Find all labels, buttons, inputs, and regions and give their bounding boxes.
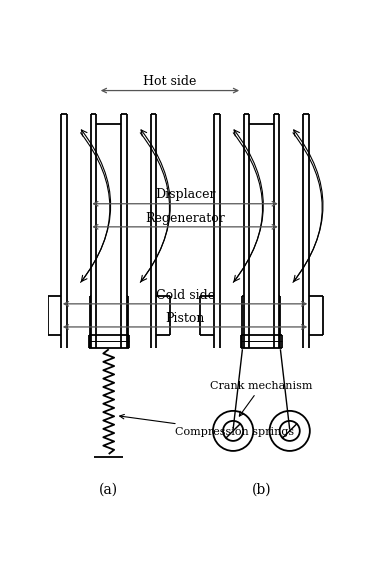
Text: (a): (a) bbox=[99, 482, 118, 496]
Text: Displacer: Displacer bbox=[155, 189, 215, 201]
Text: Hot side: Hot side bbox=[143, 75, 196, 88]
Text: Compression springs: Compression springs bbox=[120, 415, 294, 437]
Text: Crank mechanism: Crank mechanism bbox=[210, 381, 313, 416]
Text: (b): (b) bbox=[252, 482, 271, 496]
Text: Piston: Piston bbox=[165, 312, 205, 325]
Text: Regenerator: Regenerator bbox=[145, 212, 225, 225]
Text: Cold side: Cold side bbox=[155, 289, 215, 301]
